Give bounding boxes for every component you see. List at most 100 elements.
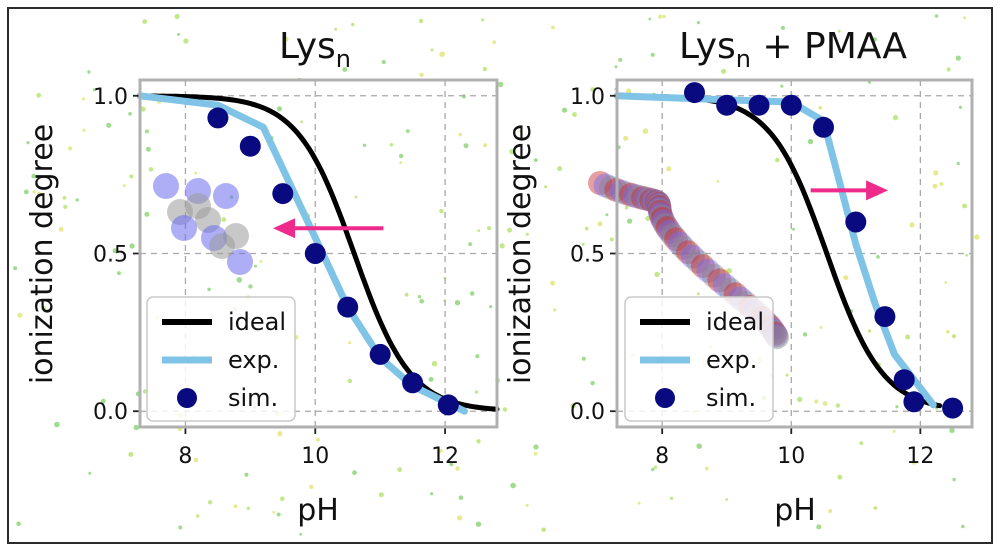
background-dot [481,18,485,22]
background-dot [949,427,955,433]
y-axis-label: ionization degree [25,124,60,384]
molecule-atom [645,190,670,215]
background-dot [389,143,394,147]
background-dot [381,59,386,65]
lys-pmaa-complex-image [588,171,789,350]
shift-arrow-head [273,218,296,239]
background-dot [68,146,73,151]
background-dot [696,443,702,450]
sim-data-point [903,391,925,413]
background-dot [835,403,841,408]
background-dot [300,120,304,124]
background-dot [475,521,482,527]
sim-data-point [437,394,459,416]
x-tick-label: 10 [777,444,805,469]
background-dot [895,405,899,409]
background-dot [775,157,780,163]
background-dot [207,287,211,292]
molecule-atom [696,258,721,283]
molecule-atom [718,277,743,302]
background-dot [276,512,281,517]
y-tick-label: 0.5 [570,243,605,268]
background-dot [246,506,250,510]
background-dot [16,521,21,527]
background-dot [128,452,134,457]
title-suffix: + PMAA [751,26,907,67]
molecule-atom [185,193,211,219]
background-dot [129,174,134,179]
background-dot [477,229,481,233]
background-dot [476,439,481,444]
background-dot [499,243,505,249]
y-tick-label: 0.0 [93,400,128,425]
sim-data-point [748,94,770,116]
molecule-atom [641,188,666,213]
background-dot [533,451,538,456]
molecule-atom [657,219,682,244]
background-dot [106,122,112,128]
background-dot [962,203,967,209]
molecule-atom [644,189,669,214]
sim-data-point [402,372,424,394]
background-dot [525,503,529,507]
molecule-atom [634,186,659,211]
molecule-atom [664,227,688,252]
background-dot [818,105,823,110]
background-dot [873,506,878,510]
background-dot [541,527,546,533]
background-dot [509,149,515,155]
background-dot [650,52,655,57]
background-dot [658,14,663,19]
background-dot [905,334,911,340]
title-subscript: n [336,45,351,73]
background-dot [544,185,548,189]
background-dot [88,471,92,475]
x-tick-label: 10 [301,444,329,469]
background-dot [945,329,950,334]
background-dot [58,227,64,232]
sim-data-point [845,211,867,233]
background-dot [662,14,666,19]
background-dot [92,88,96,92]
background-dot [277,431,283,437]
background-dots [13,13,980,536]
background-dot [726,268,732,274]
background-dot [283,36,289,42]
x-tick-label: 12 [431,444,459,469]
background-dot [961,524,965,529]
background-dot [822,401,828,406]
plot-area-border [615,78,974,429]
background-dot [352,470,357,476]
background-dot [259,260,263,263]
legend: ideal exp. sim. [624,296,774,422]
background-dot [892,429,896,433]
molecule-atom [653,212,678,237]
background-dot [454,300,461,306]
background-dot [828,509,833,513]
background-dot [605,213,609,217]
x-tick-label: 8 [178,444,192,469]
background-dot [533,444,539,450]
sim-data-point [813,116,834,138]
background-dot [627,218,633,224]
molecule-atom [671,235,696,260]
background-dot [63,204,68,209]
background-dot [347,378,353,384]
background-dot [112,248,118,254]
background-dot [193,457,199,463]
molecule-atom [660,223,685,248]
background-dot [704,466,709,471]
background-dot [951,334,957,339]
legend-label-sim: sim. [228,384,278,412]
background-dot [13,266,18,271]
background-dot [551,25,555,30]
background-dot [614,65,618,69]
background-dot [430,48,434,52]
background-dot [430,492,434,496]
background-dot [696,292,700,296]
background-dot [932,183,938,189]
background-dot [933,170,939,176]
y-tick-label: 1.0 [570,85,605,110]
background-dot [354,195,358,199]
